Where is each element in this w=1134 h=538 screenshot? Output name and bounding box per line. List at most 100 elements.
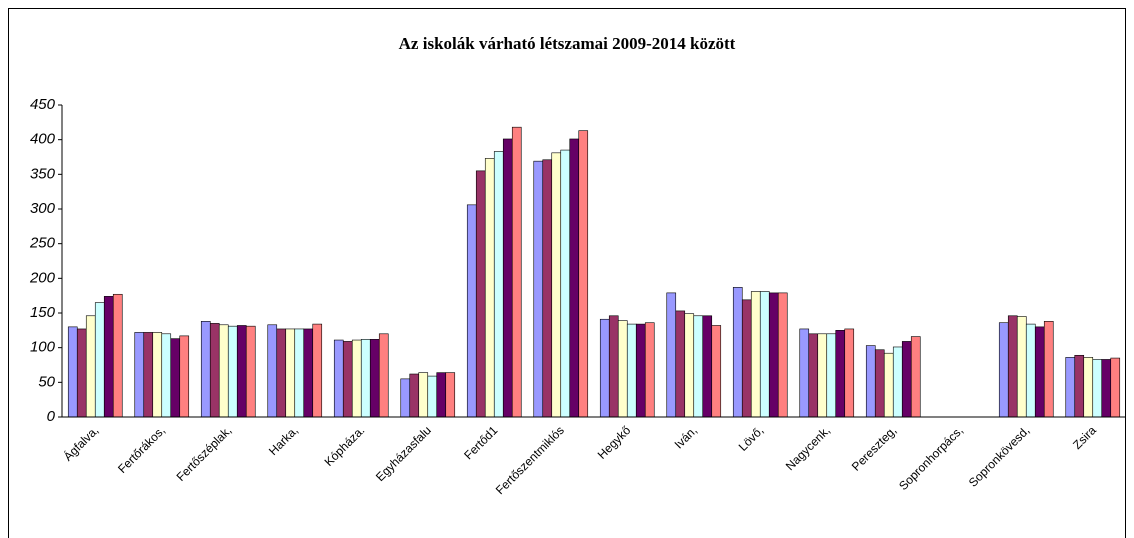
- bar: [285, 328, 296, 418]
- bar: [666, 292, 677, 418]
- bar: [475, 170, 486, 418]
- bar: [808, 333, 819, 418]
- bar: [998, 322, 1009, 418]
- bar: [112, 293, 123, 418]
- bar: [511, 126, 522, 418]
- bar: [759, 291, 770, 418]
- bar: [578, 130, 589, 418]
- bar: [626, 323, 637, 418]
- bar: [227, 325, 238, 418]
- bar: [1083, 357, 1094, 418]
- bar: [533, 160, 544, 418]
- bar: [883, 352, 894, 418]
- y-tick-label: 50: [38, 373, 55, 390]
- bar: [134, 332, 145, 418]
- bar: [542, 159, 553, 418]
- bar: [874, 349, 885, 418]
- bar: [502, 138, 513, 418]
- bar: [599, 318, 610, 418]
- bar: [103, 296, 114, 418]
- bar: [161, 333, 172, 418]
- bar: [826, 333, 837, 418]
- bar: [1092, 359, 1103, 418]
- bar: [342, 341, 353, 418]
- bar: [409, 373, 420, 418]
- bar: [245, 325, 256, 418]
- bar: [369, 339, 380, 418]
- bar: [1065, 357, 1076, 418]
- bar: [427, 375, 438, 418]
- bar: [675, 310, 686, 418]
- bar: [218, 324, 229, 418]
- bar: [200, 321, 211, 418]
- bar: [276, 328, 287, 418]
- bar: [1074, 354, 1085, 418]
- bar: [152, 332, 163, 418]
- y-tick-label: 0: [47, 408, 56, 425]
- bar: [436, 372, 447, 418]
- bar: [799, 328, 810, 418]
- bar: [1025, 323, 1036, 418]
- bar: [644, 322, 655, 418]
- y-tick-label: 400: [30, 131, 56, 148]
- bar: [768, 292, 779, 418]
- y-tick-label: 200: [29, 269, 56, 286]
- bar: [209, 323, 220, 418]
- bar: [351, 339, 362, 418]
- bar: [844, 328, 855, 418]
- bar: [85, 315, 96, 418]
- bar: [1101, 359, 1112, 418]
- bar: [777, 292, 788, 418]
- bar: [551, 152, 562, 418]
- bar: [1034, 326, 1045, 418]
- bar: [750, 291, 761, 418]
- bar: [94, 302, 105, 418]
- bar: [608, 315, 619, 418]
- y-tick-label: 450: [30, 96, 56, 113]
- bar: [378, 333, 389, 418]
- bar: [617, 320, 628, 418]
- bar: [901, 341, 912, 418]
- bar: [702, 315, 713, 418]
- bar: [835, 330, 846, 418]
- bar: [560, 149, 571, 418]
- bar: [732, 287, 743, 418]
- bar: [179, 335, 190, 418]
- bar: [892, 346, 903, 418]
- bar: [1007, 315, 1018, 418]
- bar: [865, 345, 876, 418]
- bar: [445, 372, 456, 418]
- bar: [910, 336, 921, 418]
- chart-title: Az iskolák várható létszamai 2009-2014 k…: [399, 34, 736, 53]
- bar: [236, 325, 247, 418]
- bar: [693, 315, 704, 418]
- bar: [569, 138, 580, 418]
- y-tick-label: 350: [30, 165, 56, 182]
- y-tick-label: 150: [30, 304, 56, 321]
- bar: [333, 339, 344, 418]
- bar: [303, 328, 314, 418]
- bar: [484, 158, 495, 418]
- bar: [67, 326, 78, 418]
- bar: [817, 333, 828, 418]
- bar: [1110, 357, 1121, 418]
- bar: [635, 323, 646, 418]
- bar: [312, 323, 323, 418]
- bar: [294, 328, 305, 418]
- bar: [76, 328, 87, 418]
- bar: [143, 332, 154, 418]
- bar: [1016, 316, 1027, 418]
- bar: [684, 313, 695, 418]
- bar: [741, 299, 752, 418]
- bar: [170, 338, 181, 418]
- y-tick-label: 100: [30, 339, 56, 356]
- bar: [711, 325, 722, 418]
- bar: [1043, 321, 1054, 418]
- bar: [418, 372, 429, 418]
- bar: [493, 151, 504, 418]
- y-tick-label: 300: [30, 200, 56, 217]
- bar: [400, 378, 411, 418]
- bar: [267, 324, 278, 418]
- bar: [360, 339, 371, 418]
